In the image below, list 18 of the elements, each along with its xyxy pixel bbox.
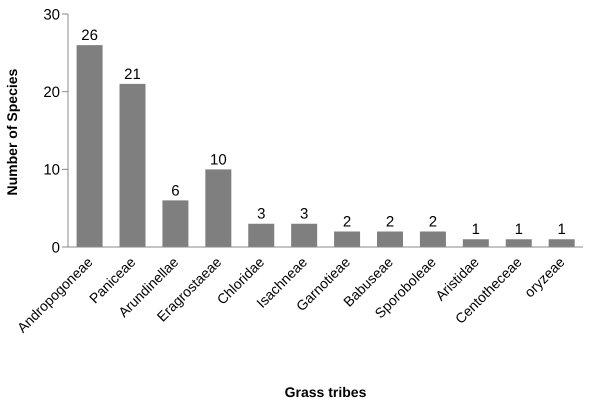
data-label: 1 [514, 221, 523, 238]
data-label: 6 [171, 182, 180, 200]
y-tick-label: 0 [52, 239, 60, 256]
data-label: 2 [342, 213, 352, 230]
data-label: 3 [300, 206, 308, 223]
data-label: 26 [81, 27, 98, 44]
x-axis-title: Grass tribes [284, 384, 367, 400]
y-tick-label: 30 [43, 6, 60, 24]
data-label: 2 [428, 213, 438, 230]
data-label: 1 [557, 221, 566, 238]
y-tick-label: 20 [43, 84, 60, 101]
y-axis-title: Number of Species [4, 68, 20, 196]
data-label: 2 [386, 213, 394, 230]
data-label: 3 [257, 206, 266, 223]
data-label: 10 [210, 151, 227, 168]
data-label: 21 [124, 66, 141, 83]
data-label: 1 [472, 221, 480, 238]
y-tick-label: 10 [43, 162, 60, 179]
